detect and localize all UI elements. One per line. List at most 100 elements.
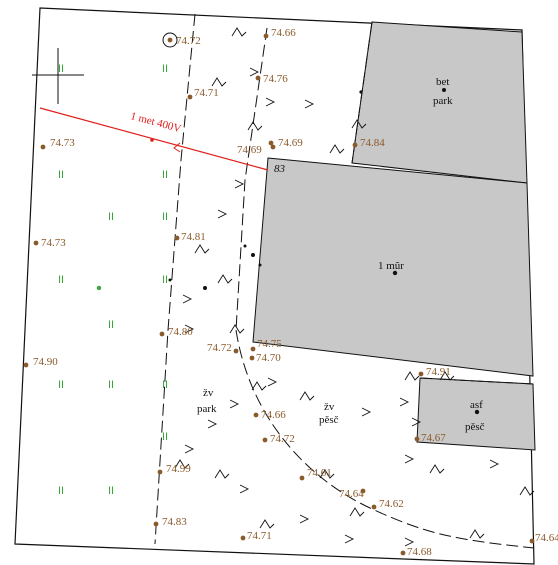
svg-text:1 mũr: 1 mũr xyxy=(378,260,404,272)
height-point xyxy=(360,488,366,494)
height-point xyxy=(262,437,268,443)
grass-marker: II xyxy=(58,485,64,497)
height-point xyxy=(299,475,305,481)
grass-marker: II xyxy=(162,63,168,75)
terrain-symbol-icon xyxy=(214,469,230,479)
terrain-symbol-icon xyxy=(299,514,310,524)
grass-marker: II xyxy=(58,63,64,75)
svg-text:park: park xyxy=(197,403,217,415)
height-point xyxy=(529,538,535,544)
terrain-symbol-icon xyxy=(351,119,367,129)
building-label-mur: 1 mũr xyxy=(378,260,404,276)
height-label: 74.64 xyxy=(339,488,364,500)
height-label: 74.80 xyxy=(168,326,193,338)
terrain-symbol-icon xyxy=(429,464,445,474)
height-point xyxy=(157,469,163,475)
grass-marker: II xyxy=(162,431,168,443)
terrain-symbol-icon xyxy=(217,209,228,219)
height-point xyxy=(371,504,377,510)
height-label: 74.83 xyxy=(162,516,187,528)
terrain-symbol-icon xyxy=(251,381,267,391)
grass-marker: II xyxy=(108,211,114,223)
dashed-line-curve xyxy=(235,329,535,549)
height-point xyxy=(159,331,165,337)
height-label: 74.69 xyxy=(278,137,303,149)
terrain-symbol-icon xyxy=(439,371,455,381)
terrain-symbol-icon xyxy=(404,537,415,547)
terrain-symbol-icon xyxy=(184,444,195,454)
vegetation-symbols xyxy=(174,27,535,547)
grass-markers: II II II II II II II II II II II II II II II xyxy=(58,63,168,497)
height-point xyxy=(187,94,193,100)
svg-text:žv: žv xyxy=(203,387,214,399)
terrain-symbol-icon xyxy=(217,274,233,284)
height-label: 74.66 xyxy=(271,27,296,39)
height-label: 74.76 xyxy=(263,73,288,85)
height-label: 74.72 xyxy=(176,35,201,47)
grass-marker: II xyxy=(58,169,64,181)
height-point xyxy=(33,240,39,246)
crosshair-mark xyxy=(32,48,84,104)
terrain-symbol-icon xyxy=(267,377,278,387)
terrain-symbol-icon xyxy=(404,454,415,464)
height-point xyxy=(23,362,29,368)
terrain-symbol-icon xyxy=(239,484,250,494)
height-label: 74.99 xyxy=(166,463,191,475)
power-line-node xyxy=(150,138,154,142)
survey-control-point-icon xyxy=(162,32,178,48)
grass-marker: II xyxy=(108,319,114,331)
terrain-symbol-icon xyxy=(231,27,247,37)
height-label: 74.62 xyxy=(379,498,404,510)
height-label: 74.90 xyxy=(33,356,58,368)
green-point xyxy=(96,285,102,291)
height-label: 74.68 xyxy=(407,546,432,558)
terrain-symbol-icon xyxy=(234,179,245,189)
terrain-symbol-icon xyxy=(265,97,276,107)
grass-marker: II xyxy=(162,211,168,223)
building-label-bet-park: bet park xyxy=(433,76,453,107)
power-line-arrow xyxy=(173,142,181,153)
parcel-number: 83 xyxy=(274,163,286,175)
height-points: 74.72 74.66 74.76 74.71 74.73 74.69 74.69 74.84… xyxy=(23,27,558,558)
building-mur xyxy=(252,157,534,377)
grass-marker: II xyxy=(58,274,64,286)
grass-marker: II xyxy=(58,379,64,391)
grass-marker: II xyxy=(108,379,114,391)
height-point xyxy=(255,75,261,81)
grass-marker: II xyxy=(108,485,114,497)
terrain-symbol-icon xyxy=(329,144,345,154)
svg-text:park: park xyxy=(433,95,453,107)
height-point xyxy=(268,140,274,146)
terrain-symbol-icon xyxy=(489,459,500,469)
height-point xyxy=(240,535,246,541)
terrain-symbol-icon xyxy=(229,399,240,409)
terrain-symbol-icon xyxy=(229,324,245,334)
height-point xyxy=(400,550,406,556)
terrain-symbol-icon xyxy=(349,507,365,517)
terrain-symbol-icon xyxy=(182,294,193,304)
height-label: 74.70 xyxy=(256,352,281,364)
terrain-symbol-icon xyxy=(411,417,422,427)
detail-points xyxy=(168,90,363,290)
power-line xyxy=(39,107,269,171)
height-point xyxy=(263,33,269,39)
height-point xyxy=(167,37,173,43)
terrain-symbol-icon xyxy=(247,121,263,131)
height-label: 74.84 xyxy=(360,137,385,149)
height-point xyxy=(233,348,239,354)
height-label: 74.73 xyxy=(41,237,66,249)
grass-marker: II xyxy=(162,274,168,286)
building-label-asf-pesc: asf pěsč xyxy=(465,399,485,433)
height-label: 74.64 xyxy=(535,532,558,544)
terrain-symbol-icon xyxy=(319,469,335,479)
terrain-symbol-icon xyxy=(174,459,190,469)
height-point xyxy=(174,235,180,241)
height-label: 74.72 xyxy=(207,342,232,354)
height-point xyxy=(414,436,420,442)
height-point xyxy=(249,355,255,361)
height-label: 74.61 xyxy=(307,467,332,479)
svg-text:asf: asf xyxy=(470,399,483,411)
height-label: 74.91 xyxy=(426,366,451,378)
height-point xyxy=(418,371,424,377)
